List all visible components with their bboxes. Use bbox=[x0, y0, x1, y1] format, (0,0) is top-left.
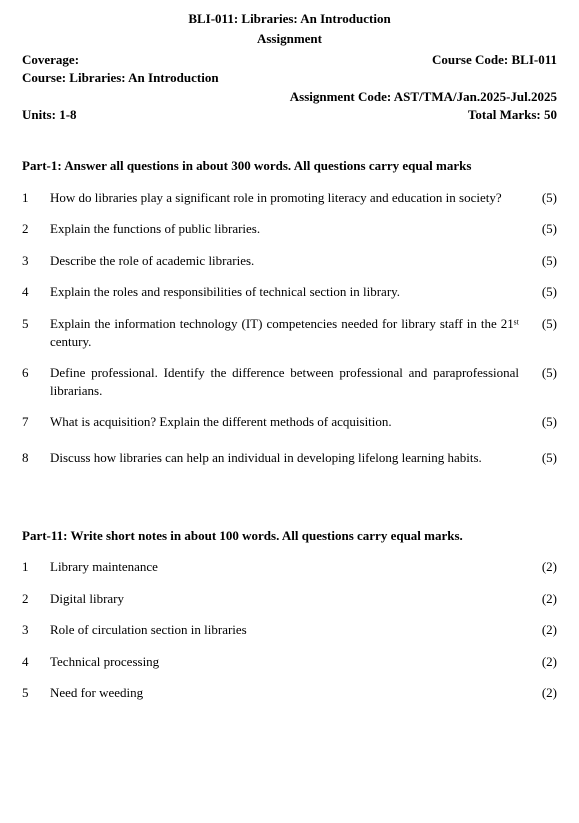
question-row: 4 Explain the roles and responsibilities… bbox=[22, 283, 557, 315]
question-row: 2 Explain the functions of public librar… bbox=[22, 220, 557, 252]
question-number: 5 bbox=[22, 315, 50, 364]
question-marks: (2) bbox=[529, 621, 557, 653]
question-text: Digital library bbox=[50, 590, 529, 622]
question-number: 4 bbox=[22, 283, 50, 315]
coverage-label: Coverage: bbox=[22, 51, 79, 69]
question-row: 2 Digital library (2) bbox=[22, 590, 557, 622]
question-marks: (2) bbox=[529, 558, 557, 590]
question-row: 6 Define professional. Identify the diff… bbox=[22, 364, 557, 413]
page-subtitle: Assignment bbox=[22, 30, 557, 48]
question-text: Role of circulation section in libraries bbox=[50, 621, 529, 653]
question-row: 4 Technical processing (2) bbox=[22, 653, 557, 685]
question-marks: (5) bbox=[529, 413, 557, 449]
question-row: 1 Library maintenance (2) bbox=[22, 558, 557, 590]
question-marks: (2) bbox=[529, 653, 557, 685]
question-number: 6 bbox=[22, 364, 50, 413]
question-row: 1 How do libraries play a significant ro… bbox=[22, 189, 557, 221]
total-marks: Total Marks: 50 bbox=[468, 106, 557, 124]
question-number: 3 bbox=[22, 252, 50, 284]
question-row: 3 Describe the role of academic librarie… bbox=[22, 252, 557, 284]
part2-heading: Part-11: Write short notes in about 100 … bbox=[22, 527, 557, 545]
assignment-code: Assignment Code: AST/TMA/Jan.2025-Jul.20… bbox=[290, 88, 557, 106]
question-marks: (5) bbox=[529, 252, 557, 284]
part2-questions: 1 Library maintenance (2) 2 Digital libr… bbox=[22, 558, 557, 716]
course-name: Course: Libraries: An Introduction bbox=[22, 69, 557, 87]
question-number: 2 bbox=[22, 220, 50, 252]
question-number: 4 bbox=[22, 653, 50, 685]
question-row: 3 Role of circulation section in librari… bbox=[22, 621, 557, 653]
question-number: 1 bbox=[22, 189, 50, 221]
question-number: 5 bbox=[22, 684, 50, 716]
question-marks: (2) bbox=[529, 684, 557, 716]
question-marks: (2) bbox=[529, 590, 557, 622]
question-number: 8 bbox=[22, 449, 50, 481]
question-row: 5 Explain the information technology (IT… bbox=[22, 315, 557, 364]
question-marks: (5) bbox=[529, 283, 557, 315]
units-label: Units: 1-8 bbox=[22, 106, 77, 124]
question-text: What is acquisition? Explain the differe… bbox=[50, 413, 529, 449]
question-marks: (5) bbox=[529, 189, 557, 221]
question-number: 1 bbox=[22, 558, 50, 590]
question-marks: (5) bbox=[529, 449, 557, 481]
question-text: Library maintenance bbox=[50, 558, 529, 590]
question-text: Explain the functions of public librarie… bbox=[50, 220, 529, 252]
course-code: Course Code: BLI-011 bbox=[432, 51, 557, 69]
question-text: How do libraries play a significant role… bbox=[50, 189, 529, 221]
question-row: 7 What is acquisition? Explain the diffe… bbox=[22, 413, 557, 449]
question-marks: (5) bbox=[529, 364, 557, 413]
question-text: Discuss how libraries can help an indivi… bbox=[50, 449, 529, 481]
question-row: 5 Need for weeding (2) bbox=[22, 684, 557, 716]
question-number: 3 bbox=[22, 621, 50, 653]
question-text: Explain the information technology (IT) … bbox=[50, 315, 529, 364]
question-text: Describe the role of academic libraries. bbox=[50, 252, 529, 284]
question-marks: (5) bbox=[529, 220, 557, 252]
question-number: 2 bbox=[22, 590, 50, 622]
question-text: Need for weeding bbox=[50, 684, 529, 716]
part1-questions: 1 How do libraries play a significant ro… bbox=[22, 189, 557, 481]
question-row: 8 Discuss how libraries can help an indi… bbox=[22, 449, 557, 481]
part1-heading: Part-1: Answer all questions in about 30… bbox=[22, 157, 557, 175]
page-title: BLI-011: Libraries: An Introduction bbox=[22, 10, 557, 28]
question-text: Explain the roles and responsibilities o… bbox=[50, 283, 529, 315]
question-number: 7 bbox=[22, 413, 50, 449]
question-text: Technical processing bbox=[50, 653, 529, 685]
question-text: Define professional. Identify the differ… bbox=[50, 364, 529, 413]
question-marks: (5) bbox=[529, 315, 557, 364]
